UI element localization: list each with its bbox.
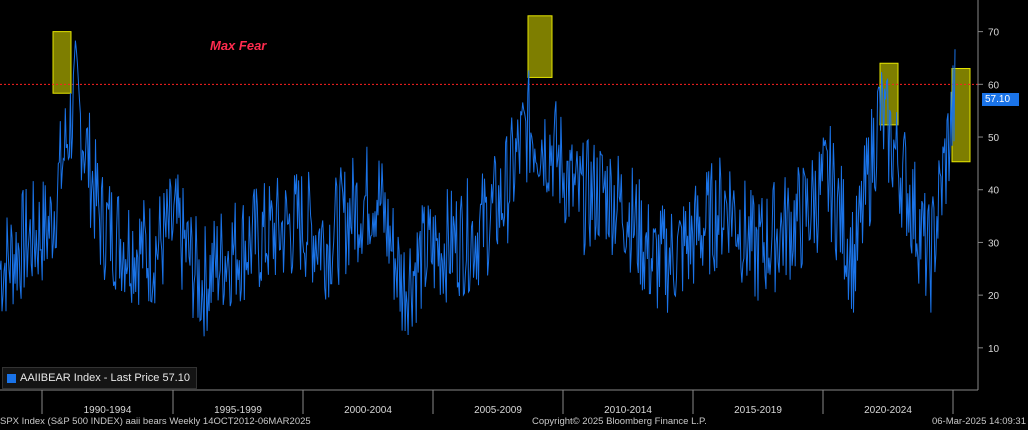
x-tick-label: 2015-2019 [734, 405, 782, 416]
legend: AAIIBEAR Index - Last Price 57.10 [2, 367, 197, 389]
legend-label: AAIIBEAR Index - Last Price 57.10 [20, 372, 190, 384]
x-tick-label: 2005-2009 [474, 405, 522, 416]
y-tick-label: 30 [988, 238, 1000, 249]
footer-left: SPX Index (S&P 500 INDEX) aaii bears Wee… [0, 416, 311, 427]
series-line [0, 40, 956, 337]
highlight-box [52, 31, 72, 94]
x-tick-label: 2010-2014 [604, 405, 652, 416]
last-price-value: 57.10 [985, 93, 1011, 105]
footer-right: 06-Mar-2025 14:09:31 [931, 416, 1026, 427]
highlight-box [527, 15, 553, 78]
y-axis: 10 20 30 40 50 60 70 [977, 0, 1000, 390]
y-tick-label: 50 [988, 133, 1000, 144]
y-tick-label: 60 [988, 80, 1000, 91]
x-tick-label: 2020-2024 [864, 405, 912, 416]
legend-swatch [7, 373, 16, 383]
highlight-boxes [52, 15, 971, 163]
series-group [0, 40, 956, 337]
y-tick-label: 40 [988, 186, 1000, 197]
footer: SPX Index (S&P 500 INDEX) aaii bears Wee… [0, 415, 1028, 430]
x-axis: 1990-1994 1995-1999 2000-2004 2005-2009 2010… [0, 389, 978, 416]
y-tick-label: 70 [988, 28, 1000, 39]
x-tick-label: 1995-1999 [214, 405, 262, 416]
annotation-label: Max Fear [210, 38, 267, 53]
x-tick-label: 1990-1994 [84, 405, 132, 416]
footer-center: Copyright© 2025 Bloomberg Finance L.P. [532, 416, 707, 427]
x-tick-label: 2000-2004 [344, 405, 392, 416]
last-price-badge: 57.10 [982, 92, 1019, 106]
y-tick-label: 10 [988, 344, 1000, 355]
y-tick-label: 20 [988, 291, 1000, 302]
